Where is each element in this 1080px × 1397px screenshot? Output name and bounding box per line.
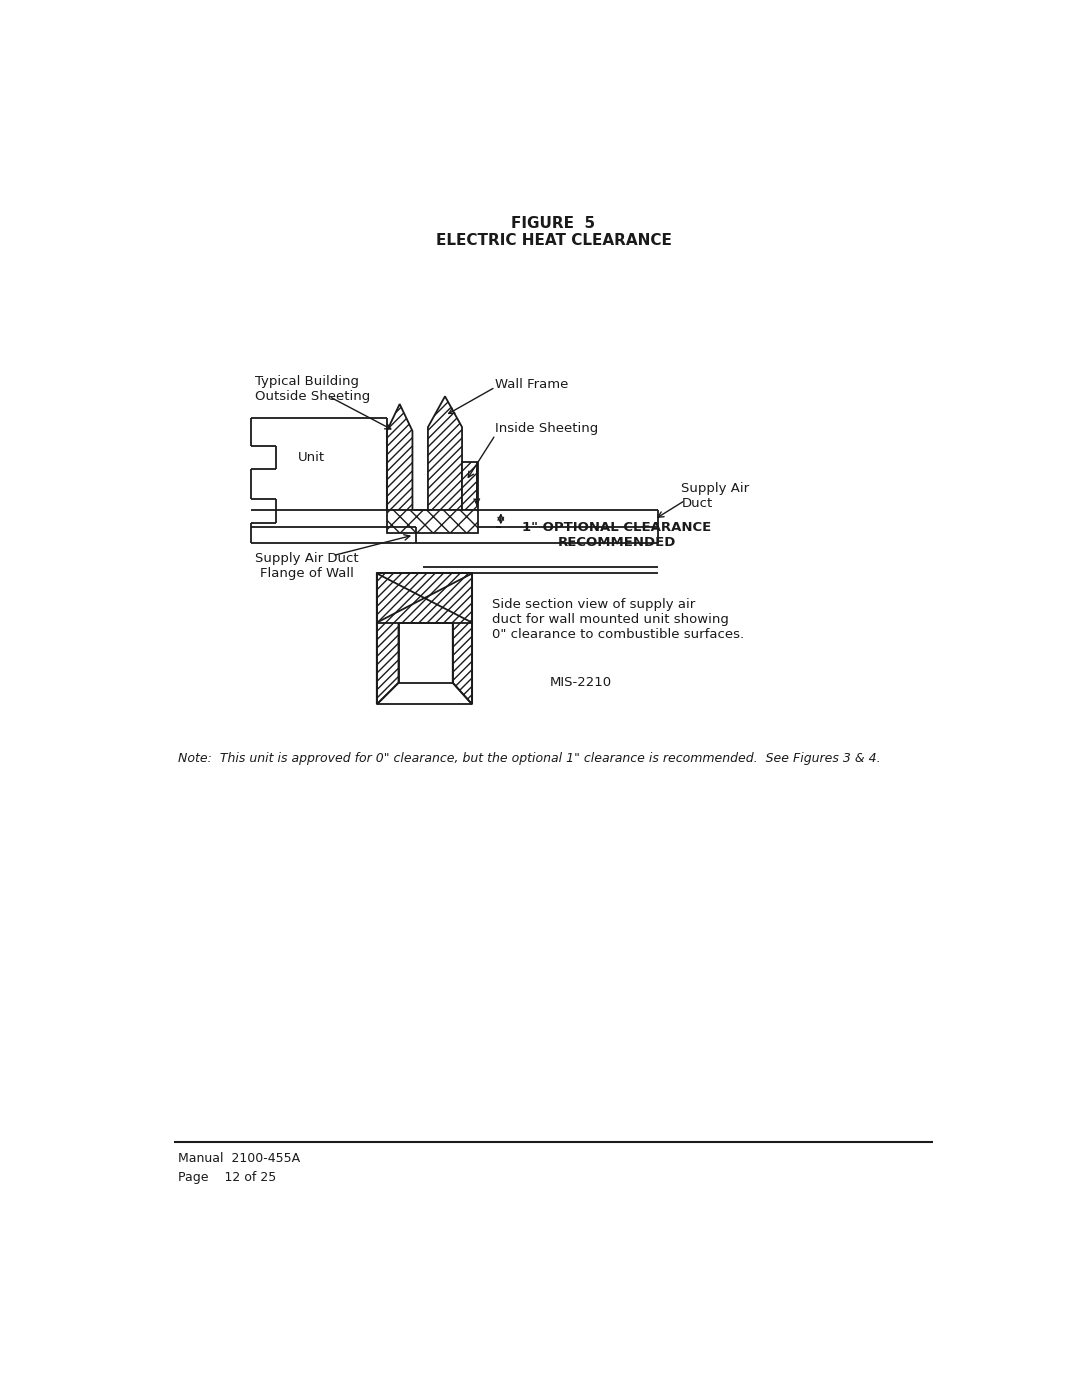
Text: Supply Air Duct
Flange of Wall: Supply Air Duct Flange of Wall [255,552,359,580]
Text: Side section view of supply air
duct for wall mounted unit showing
0" clearance : Side section view of supply air duct for… [491,598,744,641]
Polygon shape [428,397,462,510]
Text: Typical Building
Outside Sheeting: Typical Building Outside Sheeting [255,374,370,402]
Text: 1" OPTIONAL CLEARANCE
RECOMMENDED: 1" OPTIONAL CLEARANCE RECOMMENDED [523,521,712,549]
Text: Inside Sheeting: Inside Sheeting [496,422,598,436]
Polygon shape [377,573,399,704]
Text: Wall Frame: Wall Frame [496,379,569,391]
Text: Unit: Unit [298,451,325,464]
Polygon shape [453,573,472,704]
Text: FIGURE  5: FIGURE 5 [512,215,595,231]
Text: Manual  2100-455A: Manual 2100-455A [177,1153,300,1165]
Text: Supply Air
Duct: Supply Air Duct [681,482,750,510]
Text: ELECTRIC HEAT CLEARANCE: ELECTRIC HEAT CLEARANCE [435,233,672,249]
Polygon shape [377,573,472,623]
Polygon shape [387,510,477,534]
Polygon shape [387,404,413,510]
Text: MIS-2210: MIS-2210 [550,676,611,689]
Text: Note:  This unit is approved for 0" clearance, but the optional 1" clearance is : Note: This unit is approved for 0" clear… [177,752,880,764]
Text: Page    12 of 25: Page 12 of 25 [177,1171,275,1185]
Polygon shape [462,462,477,510]
